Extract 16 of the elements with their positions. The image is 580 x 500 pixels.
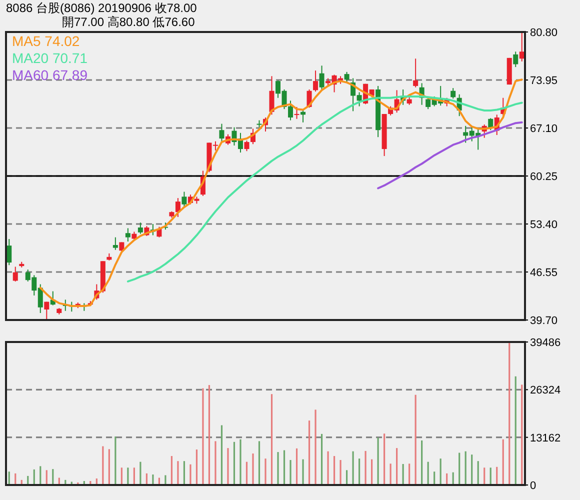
- y-tick-label: 39.70: [530, 315, 558, 327]
- text: MA60 67.89: [12, 67, 88, 83]
- y-tick-label: 46.55: [530, 267, 558, 279]
- text: MA5 74.02: [12, 33, 80, 49]
- chart-title: 8086 台股(8086) 20190906 收78.00: [6, 1, 198, 15]
- y-tick-label: 73.95: [530, 75, 558, 87]
- text: MA20 70.71: [12, 50, 88, 66]
- y-tick-label: 53.40: [530, 219, 558, 231]
- y-tick-label: 67.10: [530, 123, 558, 135]
- y-tick-label: 60.25: [530, 171, 558, 183]
- y-tick-label: 39486: [530, 337, 561, 349]
- y-tick-label: 26324: [530, 384, 561, 397]
- y-tick-label: 80.80: [530, 27, 558, 39]
- y-tick-label: 13162: [530, 432, 561, 444]
- y-tick-label: 0: [530, 480, 536, 492]
- chart-subtitle: 開77.00 高80.80 低76.60: [62, 15, 196, 29]
